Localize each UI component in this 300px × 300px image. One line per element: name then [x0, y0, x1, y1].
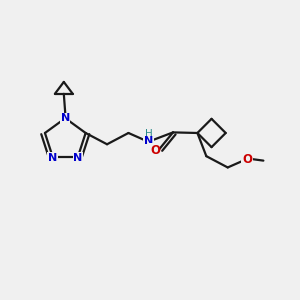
- Text: N: N: [144, 136, 153, 146]
- Text: O: O: [150, 144, 160, 157]
- Text: N: N: [61, 113, 70, 123]
- Text: N: N: [73, 152, 83, 163]
- Text: O: O: [242, 153, 252, 166]
- Text: N: N: [48, 152, 57, 163]
- Text: H: H: [145, 129, 152, 139]
